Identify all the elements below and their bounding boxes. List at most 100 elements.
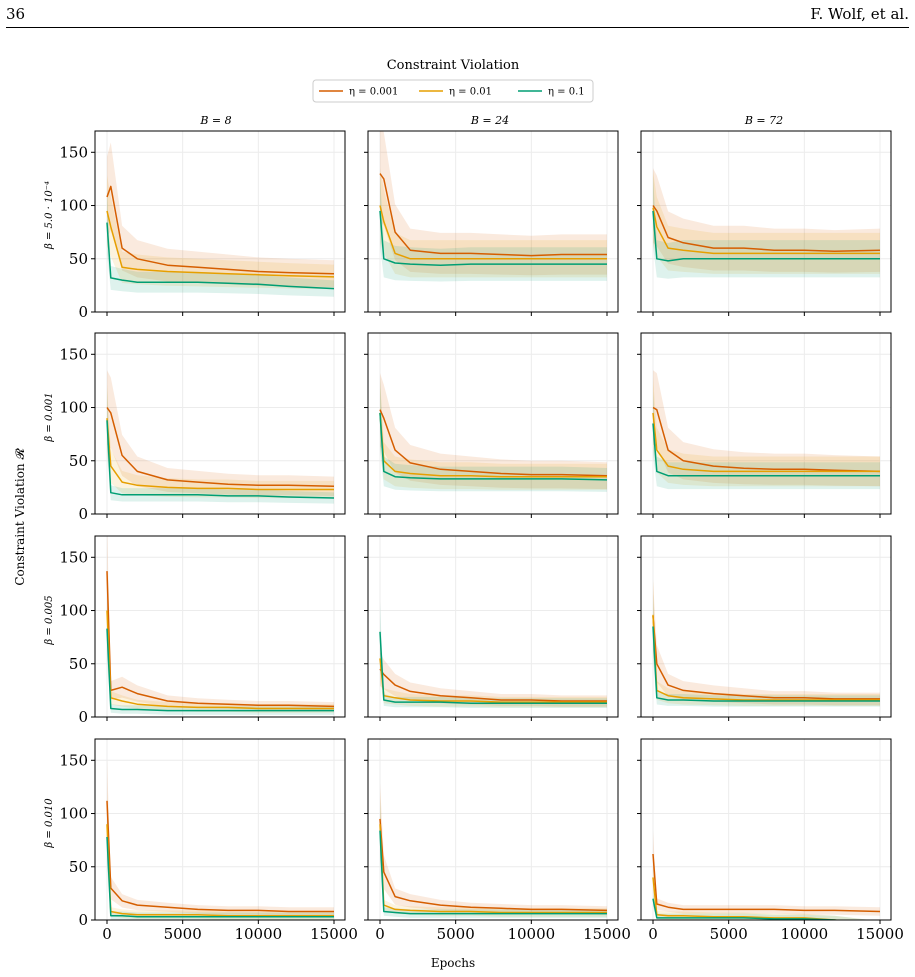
column-title-b72: B = 72 xyxy=(744,114,783,127)
confidence-band-0-001 xyxy=(653,580,880,706)
panel-background xyxy=(368,536,618,717)
series-line-0-01 xyxy=(379,824,607,914)
confidence-band-0-01 xyxy=(107,573,334,713)
series-group xyxy=(652,579,880,707)
series-group xyxy=(106,759,334,920)
x-tick-label: 0 xyxy=(648,925,658,943)
y-tick-label: 100 xyxy=(59,197,88,215)
series-line-0-1 xyxy=(106,628,334,712)
legend-label-eta-0001: η = 0.001 xyxy=(349,87,398,98)
confidence-band-0-1 xyxy=(380,602,607,708)
panel-5-0-10-b-8: 0 50 100 150 xyxy=(59,130,346,321)
series-line-0-001 xyxy=(106,185,335,275)
series-line-0-01 xyxy=(106,418,334,491)
panel-frame xyxy=(94,535,346,718)
confidence-band-0-001 xyxy=(653,370,880,487)
panel-0-010-b-24: 0 5000 10000 15000 xyxy=(364,738,631,943)
series-line-0-01 xyxy=(652,614,880,701)
page-header: 36 F. Wolf, et al. xyxy=(0,0,915,30)
series-group xyxy=(106,370,335,504)
x-tick-label: 0 xyxy=(102,925,112,943)
panel-5-0-10-b-24 xyxy=(364,130,619,316)
x-tick-label: 5000 xyxy=(437,925,475,943)
y-tick-label: 150 xyxy=(59,345,88,363)
series-line-0-001 xyxy=(106,571,335,708)
panel-background xyxy=(95,739,345,920)
series-line-0-001 xyxy=(106,800,334,913)
x-tick-label: 15000 xyxy=(583,925,631,943)
page-number: 36 xyxy=(6,5,26,23)
y-tick-label: 150 xyxy=(59,548,88,566)
series-line-0-001 xyxy=(652,205,881,253)
series-line-0-1 xyxy=(106,420,335,499)
series-line-0-01 xyxy=(652,207,880,255)
confidence-band-0-001 xyxy=(107,759,334,916)
series-line-0-1 xyxy=(379,210,607,266)
confidence-band-0-1 xyxy=(653,891,880,920)
row-label-beta-0001: β = 0.001 xyxy=(44,392,55,442)
y-tick-label: 150 xyxy=(59,751,88,769)
x-tick-label: 10000 xyxy=(507,925,555,943)
confidence-band-0-01 xyxy=(653,377,880,487)
x-tick-label: 0 xyxy=(375,925,385,943)
panel-background xyxy=(368,739,618,920)
legend-label-eta-01: η = 0.1 xyxy=(548,87,585,98)
confidence-band-0-1 xyxy=(653,594,880,707)
y-tick-label: 0 xyxy=(78,708,88,726)
confidence-band-0-01 xyxy=(380,377,607,490)
series-line-0-001 xyxy=(379,173,607,257)
panel-0-010-b-72: 0 5000 10000 15000 xyxy=(637,738,904,943)
series-line-0-1 xyxy=(379,631,607,704)
x-tick-label: 15000 xyxy=(856,925,904,943)
running-head-authors: F. Wolf, et al. xyxy=(810,5,909,23)
series-line-0-001 xyxy=(379,818,608,912)
confidence-band-0-001 xyxy=(380,783,607,915)
series-group xyxy=(379,373,608,492)
panel-frame xyxy=(367,130,619,313)
x-tick-label: 10000 xyxy=(780,925,828,943)
series-line-0-01 xyxy=(379,658,607,703)
panel-frame xyxy=(640,332,892,515)
panel-background xyxy=(95,536,345,717)
series-line-0-001 xyxy=(652,615,880,700)
confidence-band-0-1 xyxy=(380,377,607,492)
panel-background xyxy=(641,739,891,920)
panel-0-001-b-8: 0 50 100 150 xyxy=(59,332,346,523)
series-group xyxy=(379,783,608,918)
series-line-0-01 xyxy=(379,205,607,260)
series-line-0-001 xyxy=(379,668,607,702)
x-axis-label: Epochs xyxy=(431,956,475,970)
series-line-0-1 xyxy=(652,898,842,920)
series-line-0-001 xyxy=(652,406,881,473)
series-group xyxy=(652,370,881,490)
confidence-band-0-001 xyxy=(380,652,607,707)
y-tick-label: 0 xyxy=(78,505,88,523)
panel-background xyxy=(641,333,891,514)
confidence-band-0-1 xyxy=(107,191,334,297)
panel-background xyxy=(368,131,618,312)
series-line-0-001 xyxy=(652,853,881,913)
y-tick-label: 0 xyxy=(78,911,88,929)
panel-frame xyxy=(367,332,619,515)
panel-frame xyxy=(94,332,346,515)
x-tick-label: 5000 xyxy=(710,925,748,943)
y-tick-label: 150 xyxy=(59,143,88,161)
series-line-0-1 xyxy=(652,210,880,262)
confidence-band-0-001 xyxy=(107,370,334,496)
panel-background xyxy=(641,131,891,312)
confidence-band-0-001 xyxy=(380,373,607,490)
confidence-band-0-001 xyxy=(380,131,607,276)
y-tick-label: 50 xyxy=(69,858,88,876)
panel-frame xyxy=(367,738,619,921)
confidence-band-0-001 xyxy=(653,830,880,916)
y-tick-label: 50 xyxy=(69,655,88,673)
confidence-band-0-001 xyxy=(107,142,334,288)
series-line-0-01 xyxy=(106,210,335,278)
series-line-0-1 xyxy=(106,222,335,290)
row-label-beta-0010: β = 0.010 xyxy=(44,798,55,849)
x-tick-label: 5000 xyxy=(164,925,202,943)
row-label-beta-5e-4: β = 5.0 · 10⁻⁴ xyxy=(44,181,55,250)
series-group xyxy=(106,142,335,297)
series-group xyxy=(652,168,881,279)
